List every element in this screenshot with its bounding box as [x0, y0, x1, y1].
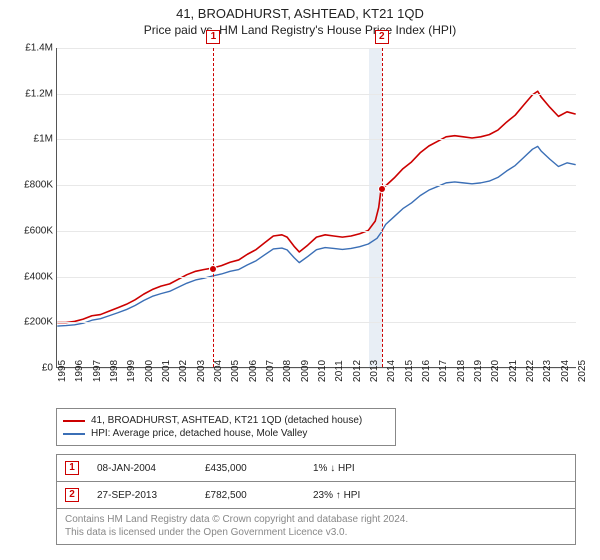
- table-row: 2 27-SEP-2013 £782,500 23% ↑ HPI: [57, 481, 575, 508]
- event-date: 27-SEP-2013: [97, 490, 187, 501]
- chart-plot-area: £0£200K£400K£600K£800K£1M£1.2M£1.4M19951…: [56, 48, 576, 368]
- chart-title: 41, BROADHURST, ASHTEAD, KT21 1QD: [0, 6, 600, 21]
- x-axis-label: 2003: [196, 360, 207, 382]
- x-axis-label: 2019: [473, 360, 484, 382]
- series-line: [57, 91, 575, 322]
- y-axis-label: £200K: [24, 317, 53, 328]
- x-axis-label: 2021: [508, 360, 519, 382]
- y-axis-label: £400K: [24, 271, 53, 282]
- legend-label: HPI: Average price, detached house, Mole…: [91, 428, 307, 439]
- gridline-h: [57, 94, 576, 95]
- gridline-h: [57, 185, 576, 186]
- y-axis-label: £1.2M: [25, 88, 53, 99]
- x-axis-label: 2011: [334, 360, 345, 382]
- gridline-h: [57, 231, 576, 232]
- legend-label: 41, BROADHURST, ASHTEAD, KT21 1QD (detac…: [91, 415, 362, 426]
- x-axis-label: 2007: [265, 360, 276, 382]
- legend-row: 41, BROADHURST, ASHTEAD, KT21 1QD (detac…: [63, 415, 389, 426]
- event-marker-box: 2: [375, 30, 389, 44]
- x-axis-label: 2006: [248, 360, 259, 382]
- credits-line1: Contains HM Land Registry data © Crown c…: [65, 513, 567, 526]
- y-axis-label: £800K: [24, 180, 53, 191]
- x-axis-label: 2005: [230, 360, 241, 382]
- x-axis-label: 2018: [456, 360, 467, 382]
- events-table: 1 08-JAN-2004 £435,000 1% ↓ HPI 2 27-SEP…: [56, 454, 576, 509]
- x-axis-label: 2009: [300, 360, 311, 382]
- y-axis-label: £1.4M: [25, 43, 53, 54]
- chart-lines-svg: [57, 48, 576, 367]
- credits-line2: This data is licensed under the Open Gov…: [65, 526, 567, 539]
- event-vertical-line: [382, 48, 383, 367]
- legend-row: HPI: Average price, detached house, Mole…: [63, 428, 389, 439]
- x-axis-label: 2023: [542, 360, 553, 382]
- x-axis-label: 1999: [126, 360, 137, 382]
- x-axis-label: 2010: [317, 360, 328, 382]
- x-axis-label: 2002: [178, 360, 189, 382]
- x-axis-label: 2000: [144, 360, 155, 382]
- chart-title-block: 41, BROADHURST, ASHTEAD, KT21 1QD Price …: [0, 0, 600, 39]
- event-pct: 1% ↓ HPI: [313, 463, 355, 474]
- x-axis-label: 2004: [213, 360, 224, 382]
- x-axis-label: 2022: [525, 360, 536, 382]
- x-axis-label: 2024: [560, 360, 571, 382]
- event-marker-box: 1: [206, 30, 220, 44]
- chart-subtitle: Price paid vs. HM Land Registry's House …: [0, 23, 600, 37]
- x-axis-label: 2025: [577, 360, 588, 382]
- x-axis-label: 2014: [386, 360, 397, 382]
- event-date: 08-JAN-2004: [97, 463, 187, 474]
- credits: Contains HM Land Registry data © Crown c…: [56, 508, 576, 545]
- x-axis-label: 2020: [490, 360, 501, 382]
- x-axis-label: 2015: [404, 360, 415, 382]
- x-axis-label: 1996: [74, 360, 85, 382]
- x-axis-label: 1995: [57, 360, 68, 382]
- table-row: 1 08-JAN-2004 £435,000 1% ↓ HPI: [57, 454, 575, 481]
- gridline-h: [57, 139, 576, 140]
- y-axis-label: £1M: [34, 134, 53, 145]
- event-marker: 2: [65, 488, 79, 502]
- event-price: £435,000: [205, 463, 295, 474]
- x-axis-label: 1997: [92, 360, 103, 382]
- x-axis-label: 2001: [161, 360, 172, 382]
- legend-swatch: [63, 433, 85, 435]
- legend-swatch: [63, 420, 85, 422]
- event-pct: 23% ↑ HPI: [313, 490, 360, 501]
- y-axis-label: £0: [42, 363, 53, 374]
- x-axis-label: 2012: [352, 360, 363, 382]
- x-axis-label: 1998: [109, 360, 120, 382]
- event-price: £782,500: [205, 490, 295, 501]
- x-axis-label: 2013: [369, 360, 380, 382]
- legend: 41, BROADHURST, ASHTEAD, KT21 1QD (detac…: [56, 408, 396, 446]
- x-axis-label: 2008: [282, 360, 293, 382]
- x-axis-label: 2016: [421, 360, 432, 382]
- gridline-h: [57, 277, 576, 278]
- event-marker: 1: [65, 461, 79, 475]
- gridline-h: [57, 322, 576, 323]
- x-axis-label: 2017: [438, 360, 449, 382]
- event-dot: [378, 185, 386, 193]
- gridline-h: [57, 48, 576, 49]
- event-dot: [209, 265, 217, 273]
- y-axis-label: £600K: [24, 225, 53, 236]
- event-vertical-line: [213, 48, 214, 367]
